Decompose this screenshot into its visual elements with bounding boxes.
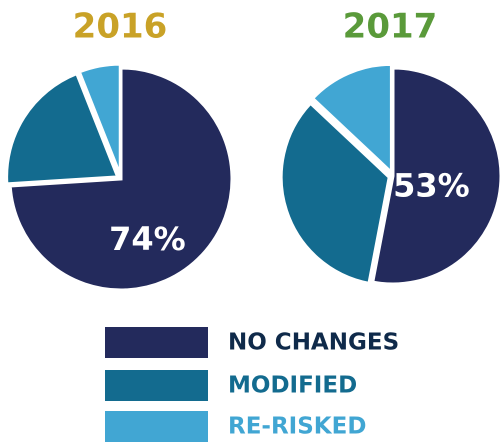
slice-label: 53% <box>393 166 470 204</box>
legend-label: NO CHANGES <box>228 330 399 356</box>
legend-label: RE-RISKED <box>228 414 366 440</box>
slice-label: 74% <box>109 220 186 258</box>
pie-slice <box>310 62 393 176</box>
legend-swatch <box>105 327 208 358</box>
pie-title: 2017 <box>343 7 438 47</box>
legend-swatch <box>105 411 208 442</box>
legend-label: MODIFIED <box>228 373 357 399</box>
pie-slice <box>279 101 391 286</box>
pie-slice <box>5 71 120 186</box>
legend-swatch <box>105 370 208 401</box>
pie-title: 2016 <box>73 7 168 47</box>
pie-slice <box>8 66 234 292</box>
pie-slice <box>77 62 122 176</box>
